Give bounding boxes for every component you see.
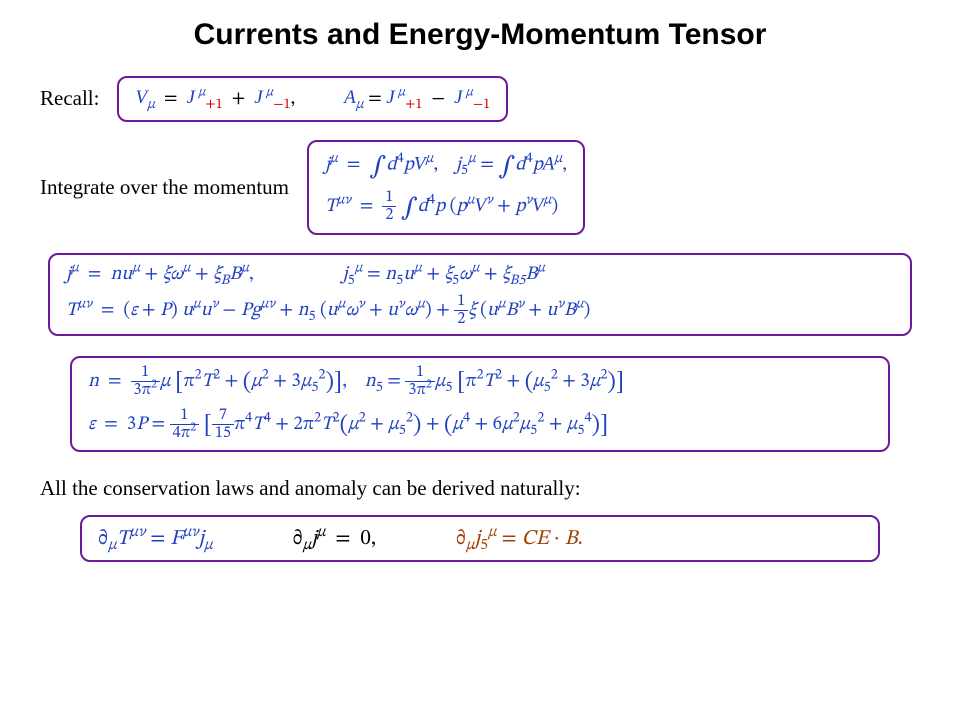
eqbox-thermo: n = 13π2μ [π2T2 + (μ2 + 3μ52)], n5 = 13π… <box>70 356 890 452</box>
row-recall: Recall: Vμ = J μ+1 + J μ−1, Aμ = J μ+1 −… <box>40 76 920 122</box>
slide-title: Currents and Energy-Momentum Tensor <box>40 18 920 52</box>
eqbox-vector-axial-def: Vμ = J μ+1 + J μ−1, Aμ = J μ+1 − J μ−1 <box>117 76 508 122</box>
label-recall: Recall: <box>40 86 99 111</box>
row-integrate: Integrate over the momentum jμ = ∫d4pVμ,… <box>40 140 920 235</box>
label-conservation: All the conservation laws and anomaly ca… <box>40 476 920 501</box>
eqbox-constitutive: jμ = nuμ + ξωμ + ξBBμ, j5μ = n5uμ + ξ5ωμ… <box>48 253 912 336</box>
slide-root: Currents and Energy-Momentum Tensor Reca… <box>0 0 960 572</box>
label-integrate: Integrate over the momentum <box>40 175 289 200</box>
eqbox-conservation: ∂μTμν = Fμνjμ ∂μjμ = 0, ∂μj5μ = CE · B. <box>80 515 880 563</box>
eqbox-integrals: jμ = ∫d4pVμ, j5μ = ∫d4pAμ, Tμν = 12 ∫d4p… <box>307 140 585 235</box>
